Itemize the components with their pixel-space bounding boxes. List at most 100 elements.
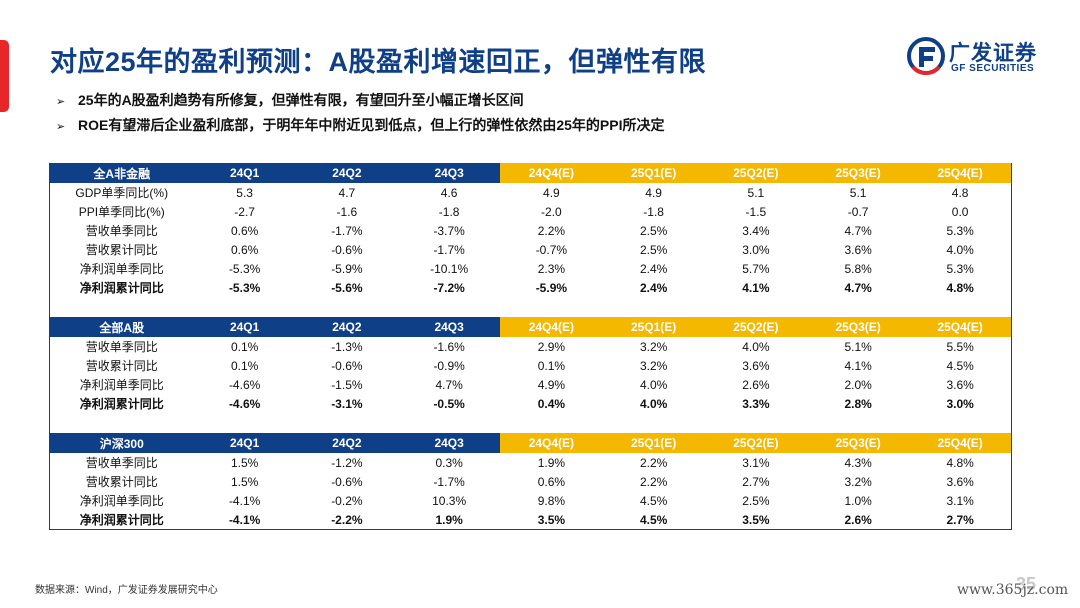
bullet-item: ➢ ROE有望滞后企业盈利底部，于明年年中附近见到低点，但上行的弹性依然由25年的… bbox=[56, 114, 664, 139]
table-cell: 4.8% bbox=[946, 455, 974, 470]
bullet-text: ROE有望滞后企业盈利底部，于明年年中附近见到低点，但上行的弹性依然由25年的P… bbox=[78, 117, 665, 133]
table-cell: 1.9% bbox=[537, 455, 566, 470]
table-row: 净利润单季同比 -4.1% -0.2% 10.3% 9.8% 4.5% 2.5% 1.0% 3.… bbox=[50, 491, 1012, 510]
table-cell: 2.0% bbox=[844, 377, 872, 392]
table-cell: 3.5% bbox=[742, 512, 770, 527]
arrow-bullet-icon: ➢ bbox=[56, 96, 66, 108]
logo-chinese-name: 广发证券 bbox=[949, 42, 1037, 65]
accent-bar bbox=[0, 40, 9, 112]
table-cell: -4.6% bbox=[228, 396, 261, 411]
table-cell: 5.7% bbox=[742, 261, 770, 276]
table-cell: 4.8 bbox=[951, 185, 969, 200]
column-header: 24Q4(E) bbox=[500, 317, 603, 337]
row-label: 净利润单季同比 bbox=[79, 378, 164, 392]
table-cell: 0.6% bbox=[230, 242, 259, 257]
table-cell: 5.3 bbox=[236, 185, 253, 200]
table-cell: 2.5% bbox=[639, 242, 668, 257]
table-section-header: 沪深300 24Q1 24Q2 24Q3 24Q4(E) 25Q1(E) 25Q2(E) 25… bbox=[49, 433, 1012, 453]
table-cell: -5.3% bbox=[228, 280, 261, 295]
table-cell: 2.2% bbox=[639, 455, 668, 470]
table-cell: 5.5% bbox=[946, 339, 974, 354]
column-header: 24Q2 bbox=[295, 163, 398, 183]
table-cell: 2.9% bbox=[537, 339, 566, 354]
table-cell: -1.6% bbox=[433, 339, 465, 354]
table-cell: 4.7% bbox=[844, 223, 872, 238]
table-cell: 10.3% bbox=[432, 493, 467, 508]
column-header: 25Q1(E) bbox=[602, 317, 705, 337]
earnings-forecast-table: 全A非金融 24Q1 24Q2 24Q3 24Q4(E) 25Q1(E) 25Q2(E) 25… bbox=[49, 163, 1012, 530]
column-header: 24Q3 bbox=[398, 163, 501, 183]
table-cell: -1.8 bbox=[438, 204, 460, 219]
data-source-note: 数据来源：Wind，广发证券发展研究中心 bbox=[35, 585, 218, 596]
row-label: 营收单季同比 bbox=[85, 224, 158, 238]
column-header: 24Q3 bbox=[398, 433, 501, 453]
table-cell: 5.1 bbox=[747, 185, 765, 200]
table-cell: 3.1% bbox=[742, 455, 770, 470]
column-header: 25Q3(E) bbox=[807, 317, 910, 337]
table-cell: -0.7 bbox=[847, 204, 869, 219]
table-row: 净利润累计同比 -4.1% -2.2% 1.9% 3.5% 4.5% 3.5% 2.6% 2.7… bbox=[50, 510, 1012, 530]
table-cell: 2.5% bbox=[639, 223, 668, 238]
column-header: 24Q4(E) bbox=[500, 433, 603, 453]
table-cell: 0.1% bbox=[230, 358, 259, 373]
table-cell: 0.0 bbox=[951, 204, 969, 219]
column-header: 25Q2(E) bbox=[704, 433, 807, 453]
table-cell: 3.1% bbox=[946, 493, 974, 508]
row-label: 营收累计同比 bbox=[85, 475, 158, 489]
table-cell: 4.0% bbox=[946, 242, 974, 257]
table-cell: 3.0% bbox=[742, 242, 770, 257]
row-label: 营收累计同比 bbox=[85, 359, 158, 373]
table-cell: 2.6% bbox=[844, 512, 872, 527]
table-cell: 4.9% bbox=[537, 377, 566, 392]
table-row: 净利润单季同比 -4.6% -1.5% 4.7% 4.9% 4.0% 2.6% 2.0% 3.6… bbox=[50, 375, 1012, 394]
table-cell: 3.0% bbox=[946, 396, 974, 411]
column-header: 24Q1 bbox=[193, 317, 296, 337]
table-row: 营收单季同比 0.6% -1.7% -3.7% 2.2% 2.5% 3.4% 4.7% 5.3% bbox=[50, 221, 1012, 240]
table-cell: 4.7% bbox=[435, 377, 463, 392]
row-label: 净利润累计同比 bbox=[79, 397, 164, 411]
table-cell: -1.2% bbox=[331, 455, 363, 470]
table-row: 营收单季同比 0.1% -1.3% -1.6% 2.9% 3.2% 4.0% 5.1% 5.5% bbox=[50, 337, 1012, 356]
company-logo: 广发证券 GF SECURITIES bbox=[905, 35, 1045, 81]
watermark: www.365jz.com bbox=[957, 582, 1069, 598]
column-header: 25Q3(E) bbox=[807, 433, 910, 453]
table-row: 净利润累计同比 -5.3% -5.6% -7.2% -5.9% 2.4% 4.1% 4.7% 4… bbox=[50, 278, 1012, 297]
table-cell: 2.2% bbox=[537, 223, 566, 238]
table-cell: -0.5% bbox=[433, 396, 465, 411]
row-label: 净利润累计同比 bbox=[79, 513, 164, 527]
table-cell: 2.7% bbox=[946, 512, 974, 527]
column-header: 24Q2 bbox=[295, 433, 398, 453]
row-label: 营收单季同比 bbox=[85, 456, 158, 470]
table-cell: 3.2% bbox=[639, 339, 668, 354]
column-header: 24Q1 bbox=[193, 163, 296, 183]
table-cell: -4.6% bbox=[228, 377, 261, 392]
table-cell: -1.3% bbox=[331, 339, 363, 354]
table-cell: 0.4% bbox=[537, 396, 566, 411]
table-cell: 2.5% bbox=[742, 493, 770, 508]
table-cell: 1.5% bbox=[230, 474, 259, 489]
table-cell: 2.8% bbox=[844, 396, 872, 411]
table-row: GDP单季同比(%) 5.3 4.7 4.6 4.9 4.9 5.1 5.1 4.8 bbox=[50, 183, 1012, 202]
table-cell: -0.7% bbox=[535, 242, 568, 257]
table-cell: 4.0% bbox=[639, 377, 668, 392]
page-title: 对应25年的盈利预测：A股盈利增速回正，但弹性有限 bbox=[50, 47, 707, 77]
table-cell: -0.6% bbox=[331, 242, 363, 257]
table-cell: 2.2% bbox=[639, 474, 668, 489]
table-cell: 5.1% bbox=[844, 339, 872, 354]
row-label: 净利润累计同比 bbox=[79, 281, 164, 295]
table-cell: -2.0 bbox=[541, 204, 562, 219]
column-header: 25Q3(E) bbox=[807, 163, 910, 183]
table-row: 营收单季同比 1.5% -1.2% 0.3% 1.9% 2.2% 3.1% 4.3% 4.8% bbox=[50, 453, 1012, 472]
row-label: GDP单季同比(%) bbox=[75, 186, 169, 200]
table-cell: -2.7 bbox=[234, 204, 255, 219]
table-cell: 4.0% bbox=[639, 396, 668, 411]
table-cell: 4.1% bbox=[742, 280, 770, 295]
table-cell: 4.5% bbox=[946, 358, 974, 373]
table-cell: -1.7% bbox=[433, 242, 465, 257]
table-cell: -0.9% bbox=[433, 358, 465, 373]
table-cell: 3.6% bbox=[946, 377, 974, 392]
column-header: 25Q4(E) bbox=[909, 317, 1012, 337]
table-cell: 4.9 bbox=[543, 185, 560, 200]
column-header: 25Q1(E) bbox=[602, 163, 705, 183]
table-cell: 3.5% bbox=[537, 512, 566, 527]
